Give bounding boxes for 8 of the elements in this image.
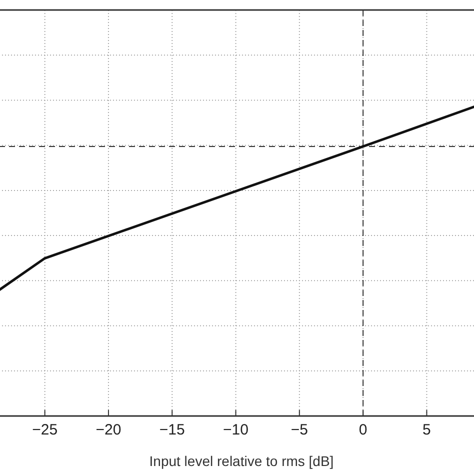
x-tick-label: −20 [96, 422, 122, 439]
x-tick-label: −10 [223, 422, 248, 439]
x-tick-label: −15 [159, 422, 185, 439]
x-tick-label: 0 [358, 422, 368, 439]
x-axis-title: Input level relative to rms [dB] [149, 453, 334, 469]
x-tick-label: 5 [422, 422, 431, 439]
x-tick-label: −5 [290, 422, 308, 439]
x-tick-label: −25 [32, 422, 58, 439]
